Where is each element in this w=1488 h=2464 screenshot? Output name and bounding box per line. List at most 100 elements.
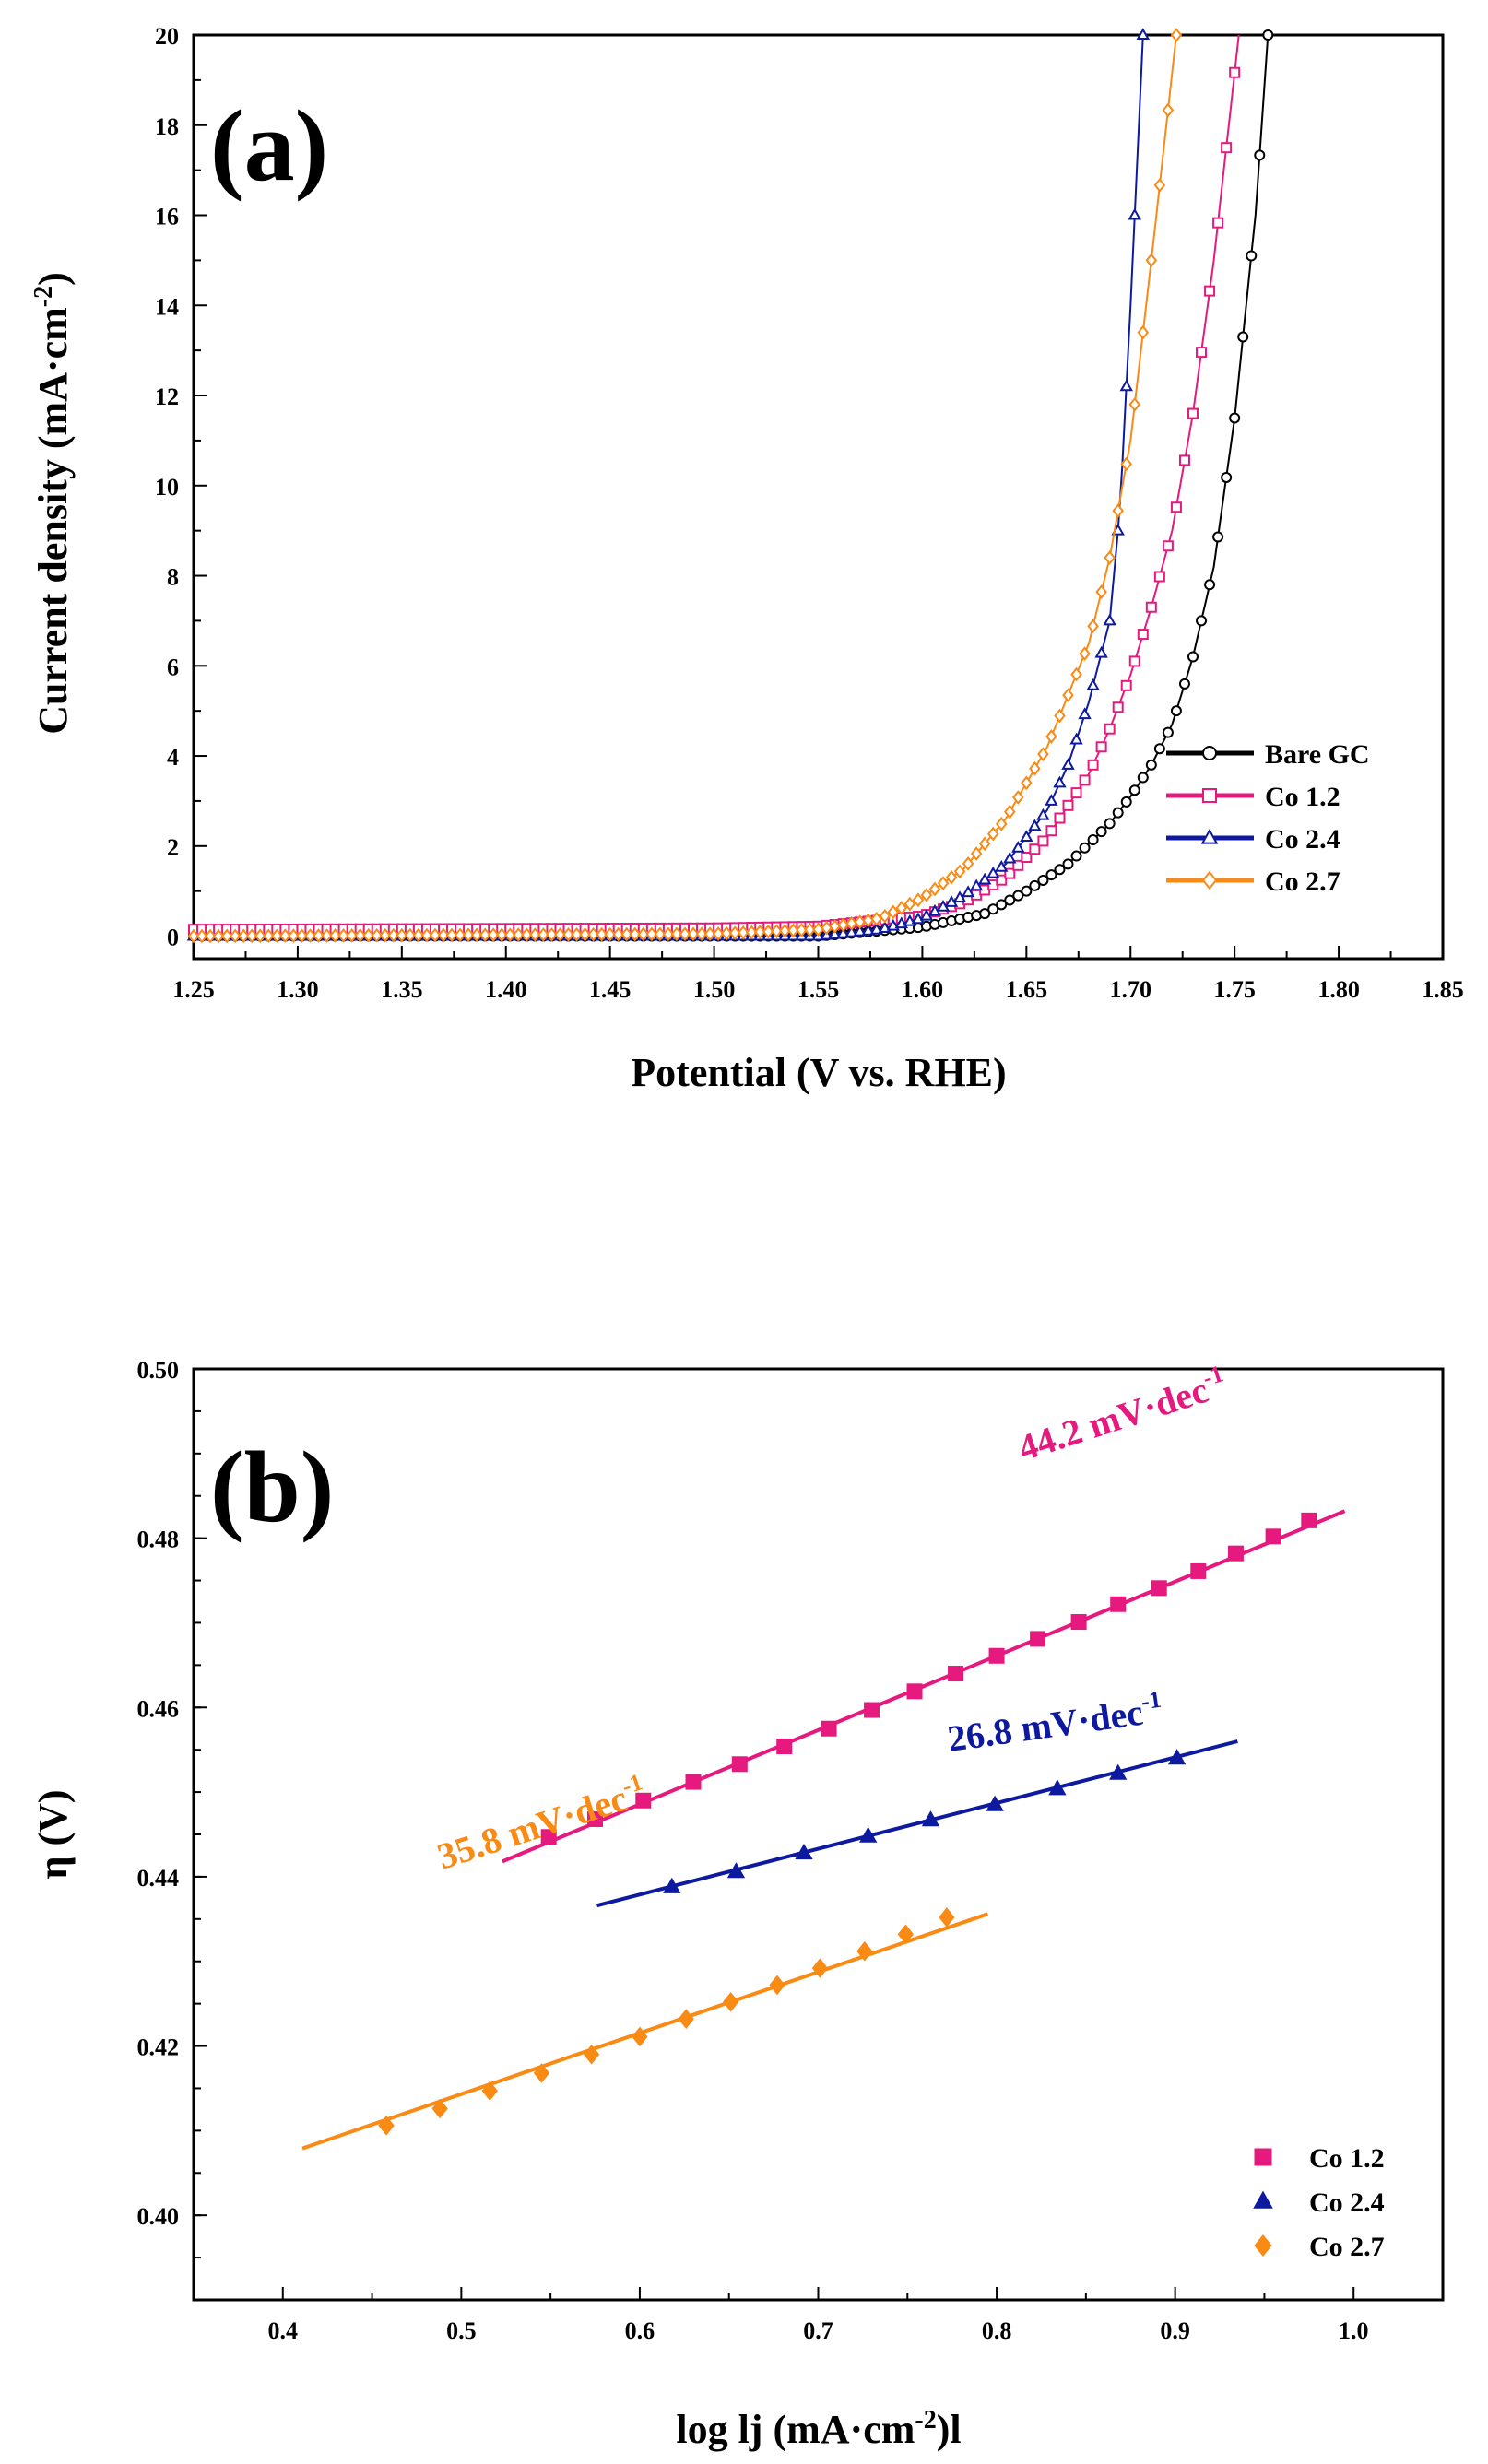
data-point [245,928,258,944]
series-line [194,34,1144,937]
y-tick-label: 0 [167,925,179,951]
data-point [695,926,708,942]
data-point [1187,651,1199,663]
data-point [254,928,266,944]
data-point [1021,852,1033,864]
data-point [1120,796,1132,808]
data-point [645,926,658,942]
data-point [776,1739,793,1755]
data-point [821,1720,837,1737]
data-point [728,925,741,940]
data-point [979,908,991,920]
series-co-1-2 [502,1509,1346,1864]
data-point [897,1924,914,1945]
data-point [195,928,208,944]
panel-a-ylabel: Current density (mA·cm-2) [30,272,76,735]
data-point [870,911,883,926]
data-point [678,2009,694,2029]
data-point [478,927,491,943]
data-point [1053,775,1067,788]
data-point [1095,826,1107,838]
data-point [346,927,358,943]
data-point [313,928,325,943]
data-point [1137,772,1149,784]
data-point [1045,794,1058,806]
data-point [986,826,999,842]
data-point [537,927,549,942]
data-point [337,928,349,943]
data-point [1265,1528,1281,1545]
data-point [354,927,366,943]
data-point [1254,149,1266,161]
fit-line [301,1912,989,2151]
data-point [771,924,783,939]
series-co-2-7 [187,28,1183,944]
data-point [1070,666,1082,682]
y-tick-label: 2 [167,834,179,861]
data-point [1187,407,1199,419]
data-point [887,904,900,920]
data-point [1062,688,1074,702]
panel-b-xlabel-sup: -2 [915,2406,936,2435]
panel-a-legend: Bare GC Co 1.2 Co 2.4 Co 2.7 [1166,739,1370,897]
data-point [533,2063,550,2083]
data-point [1145,759,1157,771]
data-point [1109,1763,1128,1780]
data-point [1062,858,1074,870]
data-point [1004,867,1016,879]
data-point [604,926,616,942]
data-point [844,925,858,937]
data-point [1204,285,1216,297]
x-tick-label: 1.65 [1006,976,1048,1003]
data-point [378,2116,395,2136]
y-tick-label: 8 [167,564,179,591]
x-tick-label: 1.70 [1110,976,1152,1003]
slope-label: 26.8 mV·dec-1 [945,1686,1165,1760]
data-point [321,928,333,943]
data-point [961,885,975,898]
data-point [1036,808,1050,820]
y-tick-label: 0.42 [137,2034,180,2061]
x-tick-label: 0.8 [982,2317,1012,2344]
legend-marker [1202,788,1217,803]
data-point [571,926,583,942]
panel-a-ylabel-sup: -2 [30,286,58,307]
data-point [1011,840,1025,853]
data-point [987,903,999,915]
data-point [379,927,392,943]
legend-marker [1200,828,1219,844]
data-point [204,928,217,944]
data-point [1128,655,1140,667]
data-point [1112,503,1124,519]
x-tick-label: 1.60 [902,976,944,1003]
data-point [796,923,808,937]
data-point [495,927,508,942]
data-point [412,927,425,943]
data-point [304,928,316,943]
fit-line [596,1739,1238,1908]
data-point [220,928,233,944]
data-point [853,924,867,937]
data-point [1196,347,1208,359]
data-point [1087,619,1099,634]
y-tick-label: 20 [155,23,179,50]
legend-label: Co 1.2 [1265,782,1340,812]
data-point [1045,869,1057,881]
data-point [587,926,599,942]
data-point [329,928,341,943]
data-point [762,924,774,939]
panel-b-legend: Co 1.2 Co 2.4 Co 2.7 [1253,2143,1385,2262]
data-point [637,926,650,942]
data-point [996,899,1008,911]
legend-label: Bare GC [1265,739,1370,770]
data-point [362,927,374,943]
data-point [1030,1631,1046,1647]
data-point [437,927,450,943]
data-point [404,927,417,943]
data-point [1128,784,1140,796]
panel-a-ylabel-main: Current density (mA·cm [30,307,76,735]
x-tick-label: 1.45 [589,976,632,1003]
legend-marker [1253,2190,1273,2209]
data-point [420,927,433,943]
data-point [554,926,566,942]
